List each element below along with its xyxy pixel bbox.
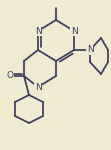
Text: N: N	[71, 27, 77, 36]
Text: N: N	[35, 82, 41, 91]
Text: O: O	[7, 72, 14, 81]
Text: N: N	[87, 45, 93, 54]
Text: N: N	[35, 27, 41, 36]
